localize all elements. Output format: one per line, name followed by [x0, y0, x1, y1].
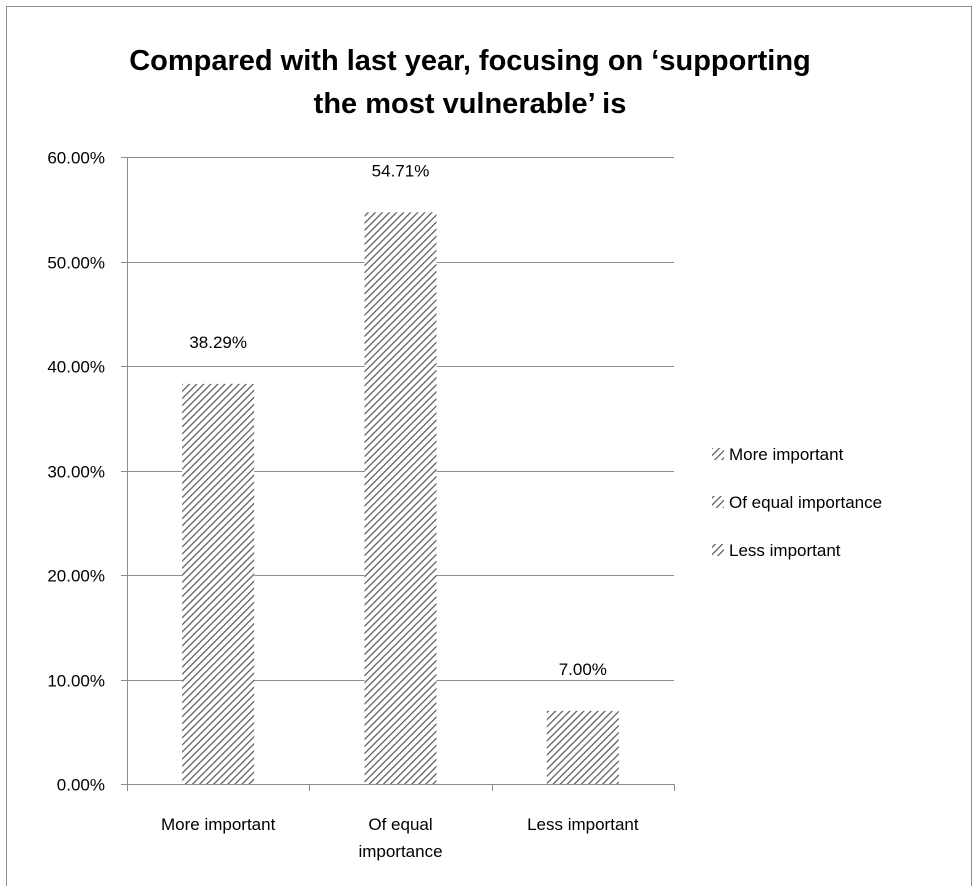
legend: More important Of equal importance Less im… — [712, 445, 882, 560]
legend-label: Less important — [729, 541, 841, 560]
bars — [182, 212, 619, 784]
x-tick-label: importance — [358, 842, 442, 861]
axes: 0.00% 10.00% 20.00% 30.00% 40.00% 50.00% 60.00… — [47, 149, 675, 861]
bar — [364, 212, 437, 784]
y-tick-label: 20.00% — [47, 567, 105, 586]
data-label: 54.71% — [372, 161, 430, 180]
bar — [182, 383, 255, 784]
y-tick-label: 40.00% — [47, 358, 105, 377]
x-tick-label: Less important — [527, 815, 639, 834]
y-tick-label: 10.00% — [47, 672, 105, 691]
legend-label: More important — [729, 445, 844, 464]
y-tick-label: 30.00% — [47, 463, 105, 482]
x-tick-label: More important — [161, 815, 276, 834]
chart-frame — [6, 6, 972, 886]
bar — [546, 710, 619, 784]
data-labels: 38.29% 54.71% 7.00% — [189, 161, 607, 679]
legend-swatch — [712, 544, 724, 556]
y-tick-label: 50.00% — [47, 254, 105, 273]
chart-title: Compared with last year, focusing on ‘su… — [129, 45, 811, 120]
legend-swatch — [712, 496, 724, 508]
legend-label: Of equal importance — [729, 493, 882, 512]
data-label: 7.00% — [559, 660, 607, 679]
y-tick-label: 0.00% — [57, 776, 105, 795]
legend-swatch — [712, 448, 724, 460]
x-tick-label: Of equal — [368, 815, 432, 834]
y-tick-label: 60.00% — [47, 149, 105, 168]
data-label: 38.29% — [189, 333, 247, 352]
